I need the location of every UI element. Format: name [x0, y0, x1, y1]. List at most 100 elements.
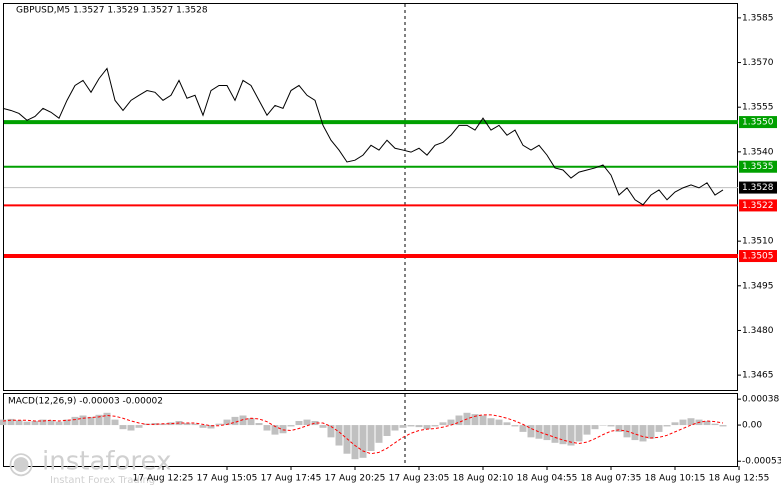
macd-bar — [391, 425, 399, 431]
macd-bar — [607, 425, 615, 427]
macd-bar — [103, 412, 111, 426]
macd-bar — [55, 421, 63, 426]
last-price-box — [739, 181, 777, 194]
watermark-icon: ◉ — [8, 446, 34, 481]
level-label-box — [739, 199, 777, 212]
macd-bar — [207, 425, 215, 429]
macd-bar — [631, 425, 639, 441]
macd-bar — [95, 414, 103, 426]
macd-bar — [255, 423, 263, 426]
macd-bar — [47, 420, 55, 426]
x-tick-label: 17 Aug 20:25 — [325, 474, 386, 484]
macd-bar — [167, 422, 175, 426]
macd-bar — [423, 425, 431, 430]
macd-bar — [87, 416, 95, 426]
x-tick-label: 18 Aug 07:35 — [581, 474, 642, 484]
macd-bar — [119, 425, 127, 430]
y-tick-label: 1.3585 — [742, 13, 774, 23]
level-label: 1.3522 — [742, 201, 774, 211]
y-tick-label: 1.3480 — [742, 326, 774, 336]
macd-bar — [439, 422, 447, 426]
macd-bar — [375, 425, 383, 443]
level-label: 1.3505 — [742, 252, 774, 262]
level-label-box — [739, 250, 777, 263]
macd-bar — [0, 419, 7, 426]
macd-bar — [527, 425, 535, 438]
macd-bar — [575, 425, 583, 442]
macd-bar — [711, 423, 719, 426]
macd-bar — [455, 415, 463, 426]
x-tick-label: 18 Aug 10:15 — [645, 474, 706, 484]
macd-bar — [567, 425, 575, 446]
macd-bar — [287, 425, 295, 427]
macd-bar — [479, 415, 487, 426]
macd-bar — [367, 425, 375, 451]
macd-bar — [543, 425, 551, 441]
macd-bar — [663, 425, 671, 427]
y-tick-label: 1.3570 — [742, 58, 774, 68]
macd-bar — [719, 425, 727, 427]
macd-bar — [615, 425, 623, 432]
macd-bar — [15, 420, 23, 426]
macd-bar — [535, 425, 543, 439]
macd-bar — [31, 420, 39, 426]
macd-bar — [703, 420, 711, 426]
last-price-label: 1.3528 — [742, 183, 774, 193]
macd-bar — [679, 419, 687, 426]
macd-bar — [647, 425, 655, 439]
macd-bar — [111, 419, 119, 426]
macd-bar — [39, 419, 47, 426]
macd-bar — [223, 419, 231, 426]
macd-frame — [3, 393, 738, 467]
x-tick-label: 18 Aug 04:55 — [517, 474, 578, 484]
macd-bar — [487, 418, 495, 426]
macd-bar — [151, 423, 159, 426]
macd-bar — [471, 414, 479, 426]
macd-bar — [231, 416, 239, 426]
macd-bar — [599, 425, 607, 426]
macd-bar — [503, 422, 511, 426]
macd-bar — [335, 425, 343, 446]
macd-bar — [79, 415, 87, 426]
watermark-brand: instaforex — [42, 447, 171, 477]
macd-bar — [263, 425, 271, 431]
x-tick-label: 18 Aug 12:55 — [709, 474, 770, 484]
macd-bar — [303, 419, 311, 426]
macd-bar — [639, 425, 647, 442]
main-frame — [3, 3, 738, 391]
macd-bar — [295, 420, 303, 426]
chart-title: GBPUSD,M5 1.3527 1.3529 1.3527 1.3528 — [16, 6, 208, 16]
macd-bar — [495, 419, 503, 426]
macd-bar — [415, 425, 423, 428]
macd-bar — [551, 425, 559, 443]
y-tick-label: 1.3540 — [742, 147, 774, 157]
y-tick-label: 0.00038 — [742, 395, 779, 405]
macd-bar — [247, 418, 255, 426]
macd-bar — [351, 425, 359, 460]
macd-bar — [71, 416, 79, 426]
level-label: 1.3550 — [742, 118, 774, 128]
macd-bar — [311, 420, 319, 426]
x-tick-label: 17 Aug 23:05 — [389, 474, 450, 484]
macd-bar — [431, 425, 439, 427]
macd-bar — [655, 425, 663, 432]
macd-bar — [23, 421, 31, 426]
macd-bar — [519, 425, 527, 432]
macd-bar — [399, 425, 407, 428]
macd-bar — [279, 425, 287, 434]
macd-bar — [383, 425, 391, 436]
y-tick-label: -0.00053 — [742, 457, 781, 467]
watermark-tagline: Instant Forex Trading — [50, 475, 155, 486]
macd-bar — [127, 425, 135, 431]
macd-bar — [319, 425, 327, 428]
macd-bar — [583, 425, 591, 435]
macd-bar — [7, 418, 15, 426]
macd-bar — [239, 415, 247, 426]
y-tick-label: 1.3510 — [742, 237, 774, 247]
y-tick-label: 1.3555 — [742, 103, 774, 113]
macd-bar — [135, 425, 143, 428]
x-tick-label: 17 Aug 12:25 — [133, 474, 194, 484]
macd-bar — [559, 425, 567, 445]
macd-bar — [671, 422, 679, 426]
